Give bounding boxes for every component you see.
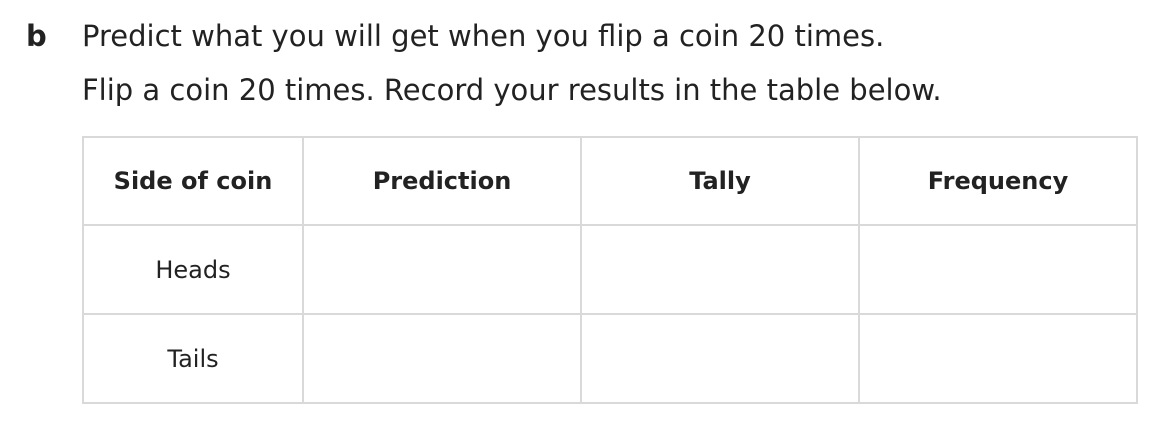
header-frequency: Frequency: [858, 136, 1138, 226]
table-row: Heads: [82, 224, 1138, 315]
row-tails-side: Tails: [82, 313, 304, 404]
row-heads-prediction-cell[interactable]: [302, 224, 582, 315]
row-tails-frequency-cell[interactable]: [858, 313, 1138, 404]
row-tails-prediction-cell[interactable]: [302, 313, 582, 404]
question-label: b: [26, 19, 47, 53]
table-header-row: Side of coin Prediction Tally Frequency: [82, 136, 1138, 226]
question-line-2: Flip a coin 20 times. Record your result…: [82, 73, 942, 107]
header-prediction: Prediction: [302, 136, 582, 226]
row-heads-frequency-cell[interactable]: [858, 224, 1138, 315]
row-heads-tally-cell[interactable]: [580, 224, 860, 315]
row-tails-tally-cell[interactable]: [580, 313, 860, 404]
table-row: Tails: [82, 313, 1138, 404]
header-tally: Tally: [580, 136, 860, 226]
results-table: Side of coin Prediction Tally Frequency …: [82, 136, 1138, 404]
question-line-1: Predict what you will get when you flip …: [82, 19, 885, 53]
header-side-of-coin: Side of coin: [82, 136, 304, 226]
row-heads-side: Heads: [82, 224, 304, 315]
